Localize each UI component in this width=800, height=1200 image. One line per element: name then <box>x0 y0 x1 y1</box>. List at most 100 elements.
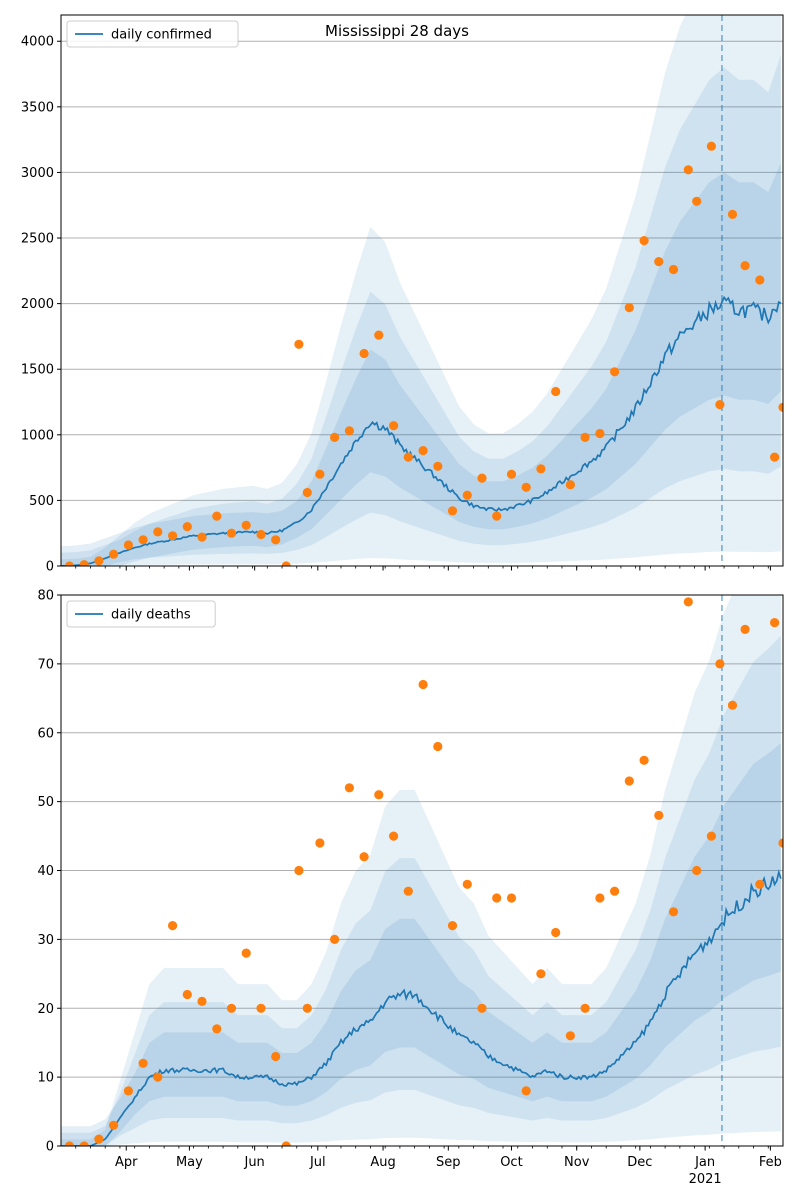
observed-point <box>654 257 664 267</box>
chart-title: Mississippi 28 days <box>325 22 469 40</box>
observed-point <box>668 907 679 917</box>
x-tick-label: Jan <box>694 1155 715 1170</box>
observed-point <box>536 464 546 474</box>
x-tick-label: Feb <box>759 1155 782 1170</box>
observed-point <box>692 865 702 876</box>
observed-point <box>462 490 472 500</box>
y-tick-label: 2000 <box>21 297 54 312</box>
observed-point <box>344 426 354 436</box>
observed-point <box>374 330 384 340</box>
confirmed-panel: 0 500 1000 1500 2000 2500 3000 3500 4000 Mississ… <box>21 14 784 575</box>
observed-point <box>389 421 399 431</box>
observed-point <box>683 165 693 175</box>
observed-point <box>256 1003 266 1013</box>
legend: daily deaths <box>66 600 216 628</box>
observed-point <box>715 659 725 669</box>
y-tick-label: 20 <box>37 1002 54 1017</box>
x-tick-label: Jun <box>243 1155 264 1170</box>
observed-points <box>64 141 783 566</box>
x-tick-label: May <box>176 1155 203 1170</box>
observed-point <box>271 535 281 545</box>
observed-point <box>565 1031 576 1041</box>
observed-point <box>212 1024 222 1034</box>
observed-point <box>109 549 119 559</box>
observed-point <box>79 560 89 566</box>
uncertainty-band <box>61 743 781 1146</box>
observed-point <box>624 776 634 786</box>
observed-point <box>740 261 750 271</box>
observed-point <box>595 428 605 439</box>
uncertainty-band <box>61 162 781 566</box>
observed-point <box>64 1141 74 1146</box>
legend-label: daily deaths <box>111 608 191 623</box>
y-tick-label: 30 <box>37 933 54 948</box>
observed-point <box>740 624 750 635</box>
series-line <box>61 295 782 566</box>
y-tick-label: 10 <box>37 1071 54 1086</box>
y-tick-label: 2500 <box>21 232 54 247</box>
observed-point <box>256 529 266 540</box>
y-tick-label: 60 <box>37 726 54 741</box>
observed-point <box>418 446 428 456</box>
observed-point <box>654 810 664 821</box>
observed-point <box>271 1051 281 1062</box>
y-tick-label: 3500 <box>21 100 54 115</box>
y-tick-label: 0 <box>46 1140 54 1155</box>
observed-point <box>182 522 192 532</box>
observed-point <box>447 506 458 516</box>
observed-point <box>212 511 222 521</box>
uncertainty-band <box>61 595 781 1146</box>
observed-point <box>94 1134 104 1144</box>
observed-point <box>624 303 634 313</box>
x-tick-year-label: 2021 <box>689 1172 722 1187</box>
observed-point <box>123 540 133 550</box>
observed-point <box>536 969 546 979</box>
observed-point <box>241 948 251 958</box>
observed-point <box>610 367 620 377</box>
observed-point <box>521 1086 531 1096</box>
x-axis <box>75 566 771 571</box>
observed-point <box>389 831 399 841</box>
observed-point <box>109 1120 119 1130</box>
observed-point <box>521 482 531 492</box>
observed-point <box>447 921 458 931</box>
observed-point <box>79 1141 89 1146</box>
y-tick-label: 50 <box>37 795 54 810</box>
y-axis: 0 500 1000 1500 2000 2500 3000 3500 4000 <box>21 35 61 575</box>
observed-point <box>226 1003 237 1013</box>
observed-point <box>403 452 413 462</box>
observed-point <box>706 141 717 151</box>
observed-point <box>706 831 717 841</box>
observed-point <box>778 402 783 412</box>
x-tick-label: Aug <box>370 1155 395 1170</box>
uncertainty-bands <box>61 595 781 1146</box>
y-tick-label: 70 <box>37 657 54 672</box>
observed-point <box>668 264 679 275</box>
observed-point <box>692 196 702 206</box>
x-tick-label: Sep <box>436 1155 461 1170</box>
observed-point <box>182 989 192 1000</box>
y-tick-label: 3000 <box>21 166 54 181</box>
observed-point <box>315 838 325 848</box>
series-line-daily-deaths <box>61 869 782 1146</box>
observed-point <box>727 700 738 710</box>
observed-point <box>755 879 765 889</box>
uncertainty-band <box>61 635 781 1146</box>
observed-point <box>294 865 304 876</box>
observed-point <box>770 618 780 628</box>
x-tick-label: Jul <box>309 1155 326 1170</box>
observed-point <box>492 893 502 903</box>
observed-point <box>506 893 517 903</box>
observed-point <box>610 886 620 896</box>
observed-point <box>138 535 148 545</box>
observed-point <box>477 473 487 483</box>
observed-point <box>123 1086 133 1096</box>
observed-point <box>168 531 178 541</box>
observed-point <box>551 386 561 397</box>
observed-point <box>462 879 472 889</box>
observed-point <box>403 886 413 896</box>
plot-frame <box>60 14 784 567</box>
observed-point <box>755 275 765 285</box>
observed-point <box>492 511 502 521</box>
legend-box <box>66 20 239 48</box>
